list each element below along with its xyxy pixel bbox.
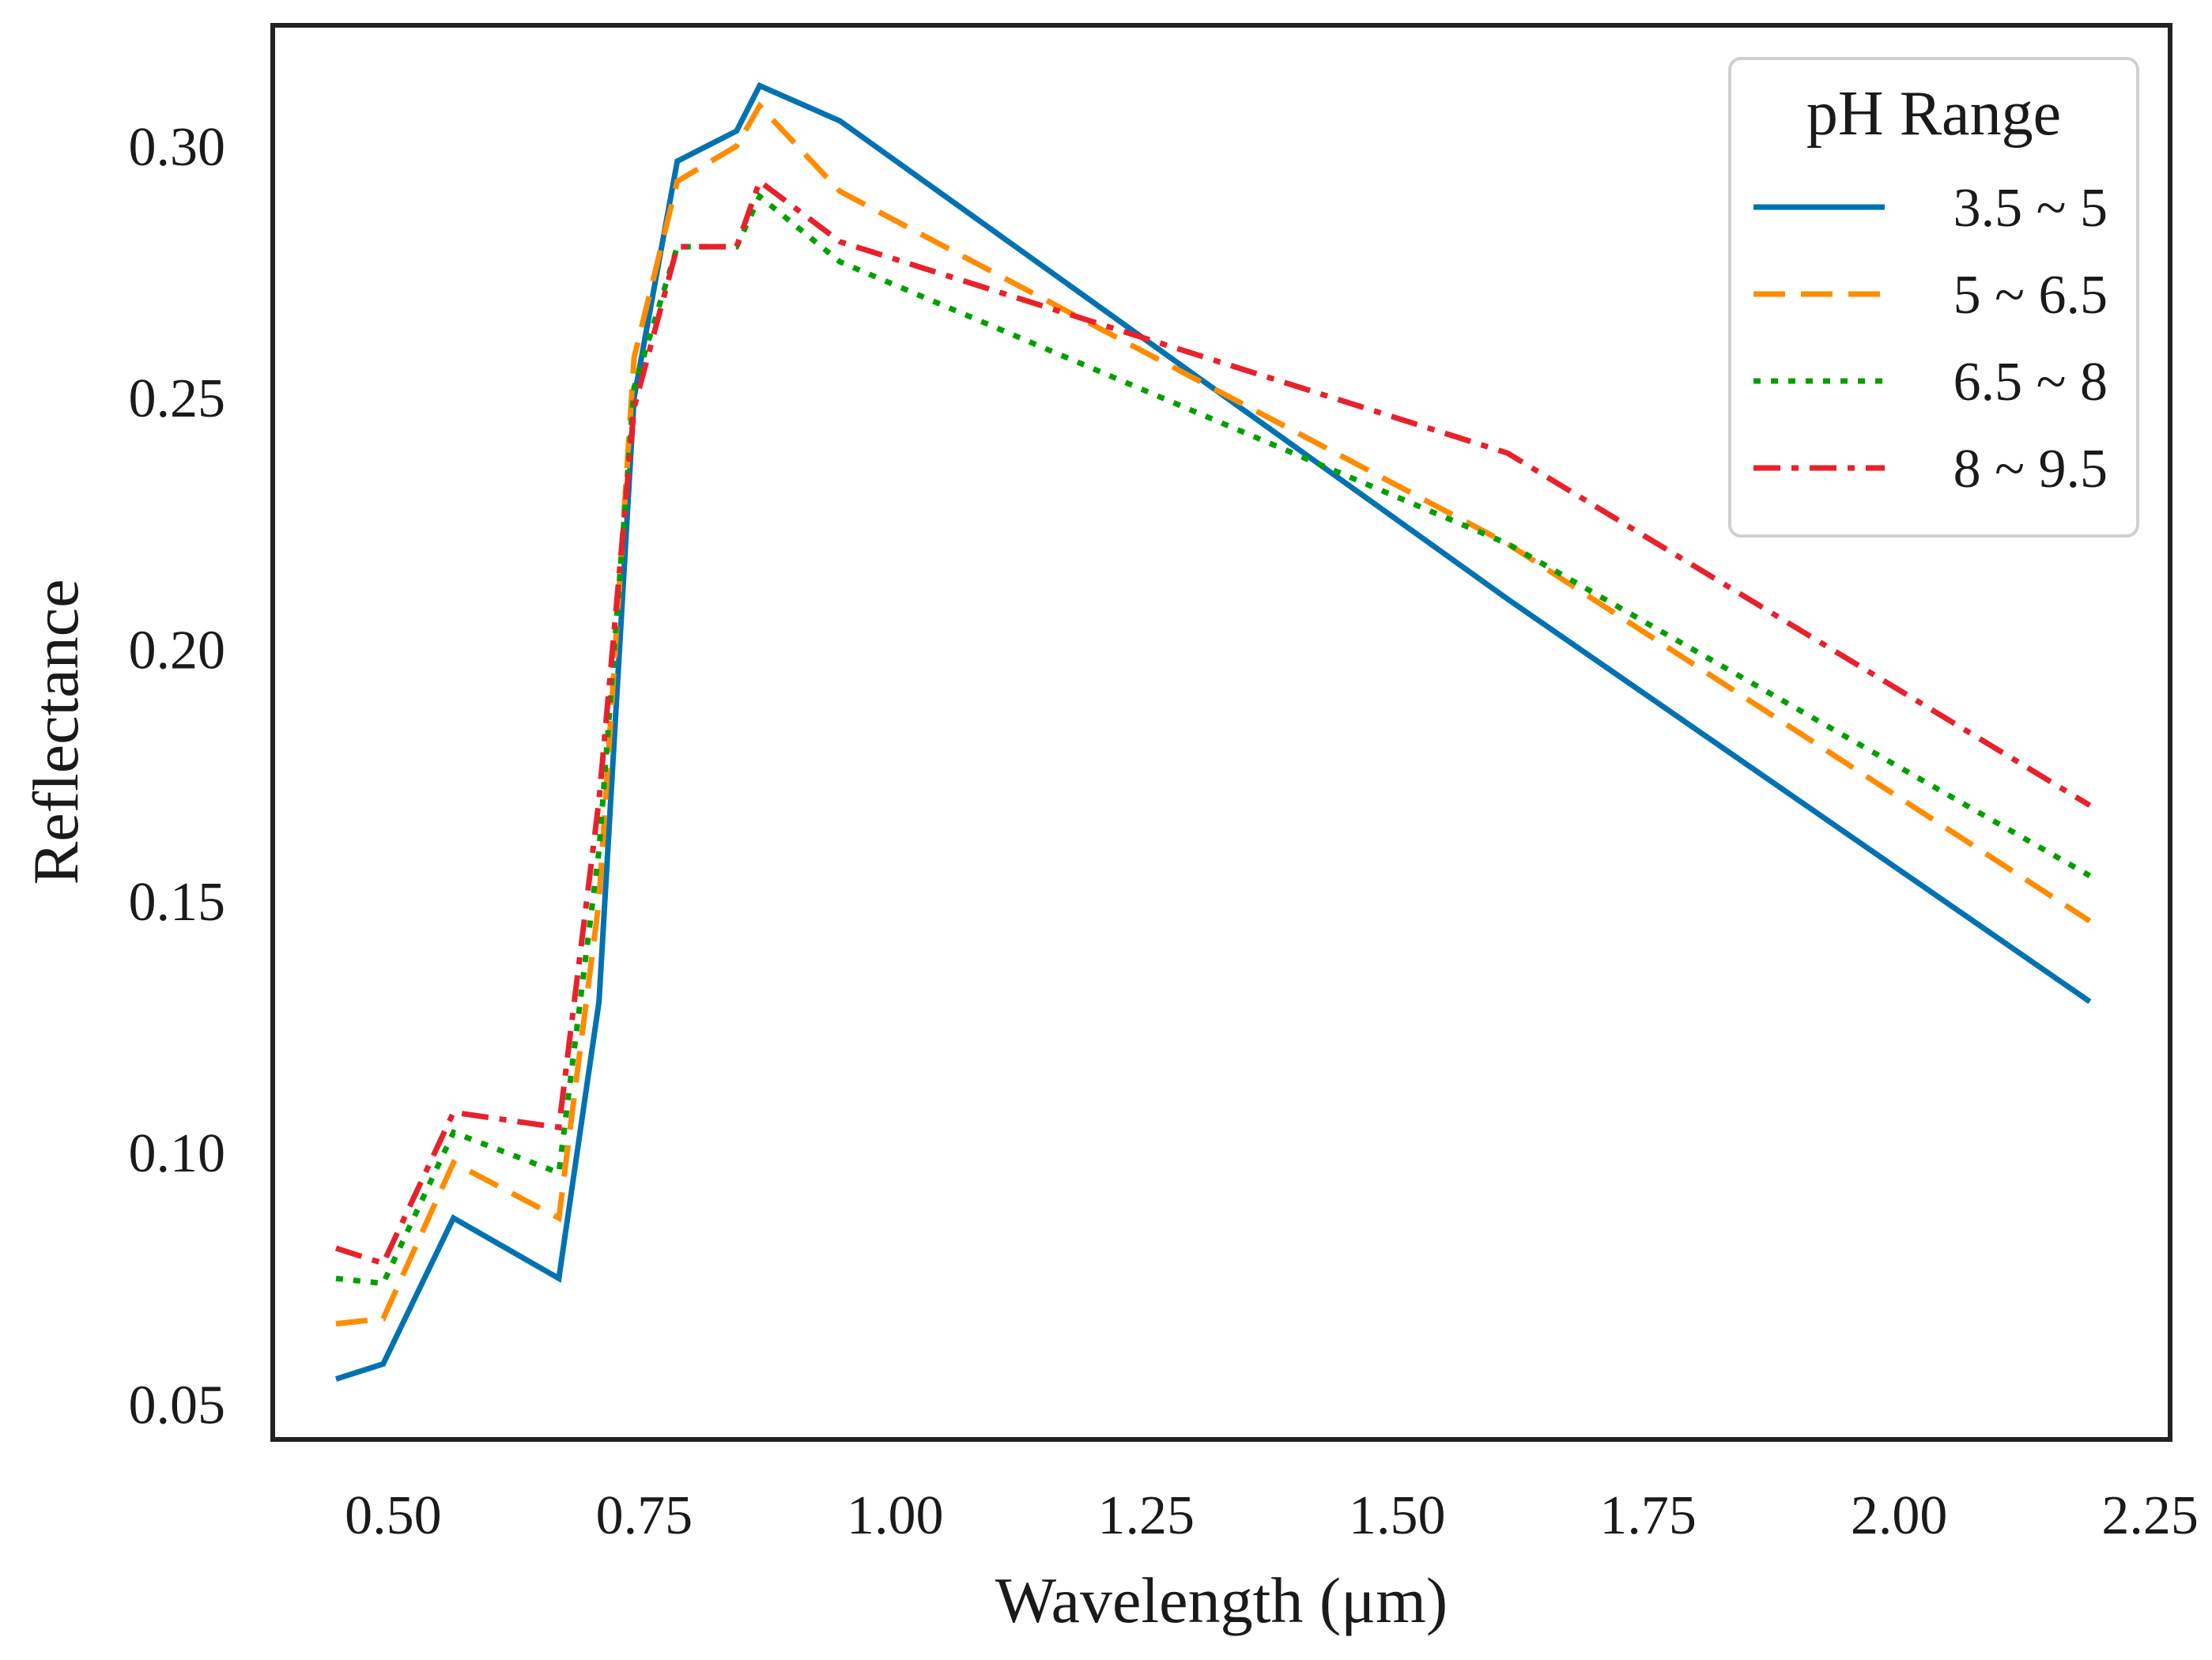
x-tick-label: 0.50	[345, 1485, 442, 1546]
y-tick-label: 0.05	[129, 1375, 226, 1436]
plot-area	[334, 81, 2092, 1382]
y-tick-label: 0.15	[129, 872, 226, 933]
legend-label: 6.5 ~ 8	[1953, 352, 2108, 413]
series-line-4	[334, 176, 2092, 1267]
y-tick-label: 0.10	[129, 1123, 226, 1184]
legend: pH Range 3.5 ~ 5 5 ~ 6.5 6.5 ~ 8 8 ~ 9.5	[1728, 57, 2139, 538]
legend-items: 3.5 ~ 5 5 ~ 6.5 6.5 ~ 8 8 ~ 9.5	[1753, 178, 2108, 500]
x-tick-label: 2.25	[2101, 1485, 2199, 1546]
x-tick-label: 0.75	[596, 1485, 693, 1546]
legend-label: 8 ~ 9.5	[1953, 439, 2108, 500]
x-tick-label: 1.25	[1098, 1485, 1195, 1546]
legend-label: 3.5 ~ 5	[1953, 178, 2108, 239]
x-axis-ticks: 0.50 0.75 1.00 1.25 1.50 1.75 2.00 2.25	[345, 1485, 2199, 1546]
x-tick-label: 1.50	[1349, 1485, 1446, 1546]
x-tick-label: 1.00	[847, 1485, 944, 1546]
y-axis-title: Reflectance	[20, 579, 92, 885]
legend-label: 5 ~ 6.5	[1953, 265, 2108, 326]
legend-title: pH Range	[1806, 79, 2061, 149]
series-line-2	[335, 101, 2092, 1327]
y-tick-label: 0.25	[129, 368, 226, 429]
x-tick-label: 2.00	[1851, 1485, 1948, 1546]
x-axis-title: Wavelength (μm)	[995, 1564, 1448, 1636]
y-tick-label: 0.20	[129, 620, 226, 681]
x-tick-label: 1.75	[1599, 1485, 1697, 1546]
plot-frame	[270, 23, 2172, 1442]
legend-box	[1728, 57, 2139, 538]
y-tick-label: 0.30	[129, 117, 226, 178]
y-axis-ticks: 0.05 0.10 0.15 0.20 0.25 0.30	[129, 117, 226, 1436]
